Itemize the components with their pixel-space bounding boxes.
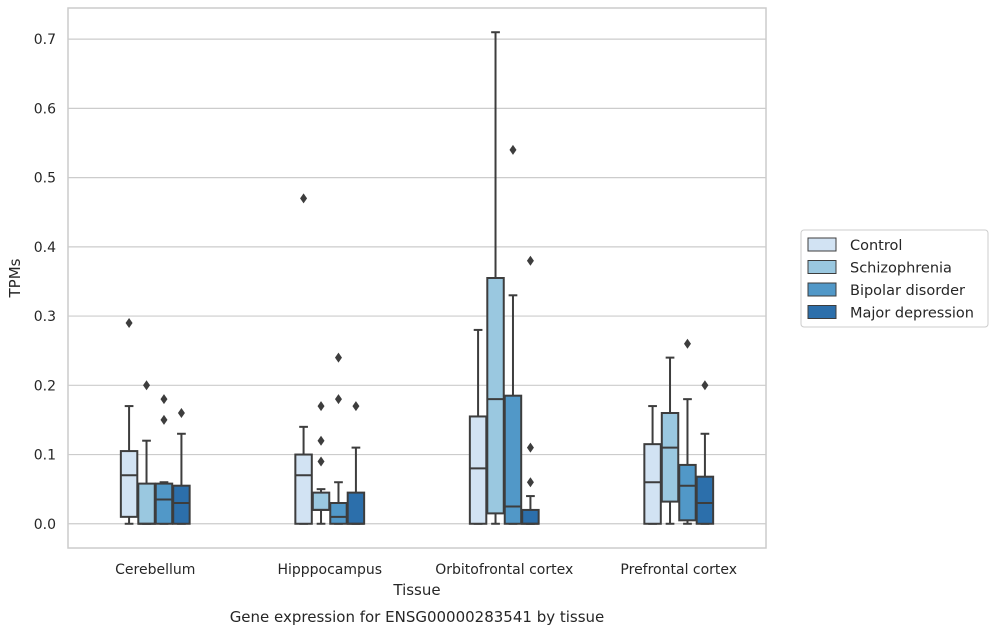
legend-swatch — [807, 260, 837, 274]
box — [486, 277, 505, 515]
box — [503, 394, 523, 525]
box — [678, 463, 697, 522]
legend-swatch — [807, 237, 837, 252]
legend-label: Bipolar disorder — [850, 283, 965, 299]
y-tick-label: 0.1 — [34, 448, 56, 464]
outlier-point — [526, 442, 534, 453]
outlier-point — [317, 401, 325, 412]
outlier-point — [160, 414, 168, 425]
outlier-point — [526, 477, 534, 488]
plot-frame — [67, 7, 767, 549]
outlier-point — [160, 394, 168, 405]
y-tick-label: 0.2 — [34, 378, 56, 394]
outlier-point — [317, 456, 325, 467]
box — [119, 450, 139, 518]
chart-caption: Gene expression for ENSG00000283541 by t… — [230, 608, 605, 626]
legend-label: Major depression — [850, 306, 974, 322]
legend-label: Schizophrenia — [850, 261, 952, 277]
y-tick-label: 0.5 — [34, 171, 56, 187]
legend-items: Control Schizophrenia Bipolar disorder Majo… — [807, 237, 974, 322]
legend-swatch — [807, 282, 837, 297]
outlier-point — [334, 352, 342, 363]
y-tick-label: 0.7 — [34, 32, 56, 48]
y-tick-labels: 0.0 0.1 0.2 0.3 0.4 0.5 0.6 0.7 — [34, 32, 56, 533]
y-tick-label: 0.3 — [34, 309, 56, 325]
x-tick-label: Hipppocampus — [277, 562, 382, 578]
box — [137, 482, 156, 525]
box — [294, 453, 313, 525]
outlier-point — [509, 144, 517, 155]
legend-frame — [800, 229, 989, 328]
x-tick-label: Orbitofrontal cortex — [435, 562, 573, 578]
box-group — [294, 193, 366, 525]
outlier-point — [352, 401, 360, 412]
y-axis-title: TPMs — [6, 258, 24, 298]
outlier-point — [143, 380, 151, 391]
box-groups — [119, 31, 715, 525]
x-axis-title: Tissue — [392, 581, 440, 599]
box — [346, 491, 366, 525]
x-tick-label: Cerebellum — [115, 562, 195, 578]
y-tick-label: 0.0 — [34, 517, 56, 533]
outlier-point — [701, 380, 709, 391]
box — [311, 491, 331, 511]
y-tick-label: 0.6 — [34, 101, 56, 117]
box — [643, 443, 662, 525]
box-group — [643, 338, 715, 525]
legend-swatch — [807, 305, 837, 319]
legend-label: Control — [850, 238, 902, 254]
box-group — [468, 31, 540, 525]
box — [468, 415, 488, 525]
outlier-point — [300, 193, 308, 204]
outlier-point — [334, 394, 342, 405]
box-group — [119, 318, 191, 525]
x-tick-label: Prefrontal cortex — [620, 562, 737, 578]
box — [154, 482, 174, 525]
outlier-point — [177, 408, 185, 418]
x-tick-labels: Cerebellum Hipppocampus Orbitofrontal cort… — [115, 562, 737, 578]
outlier-point — [683, 338, 691, 349]
box — [329, 502, 348, 525]
outlier-point — [317, 435, 325, 446]
box — [521, 508, 540, 525]
box — [660, 412, 680, 503]
outlier-point — [125, 318, 133, 328]
legend: Control Schizophrenia Bipolar disorder Majo… — [800, 229, 989, 328]
outlier-point — [526, 255, 534, 266]
y-tick-label: 0.4 — [34, 240, 56, 256]
box — [172, 484, 191, 525]
box — [695, 475, 715, 525]
